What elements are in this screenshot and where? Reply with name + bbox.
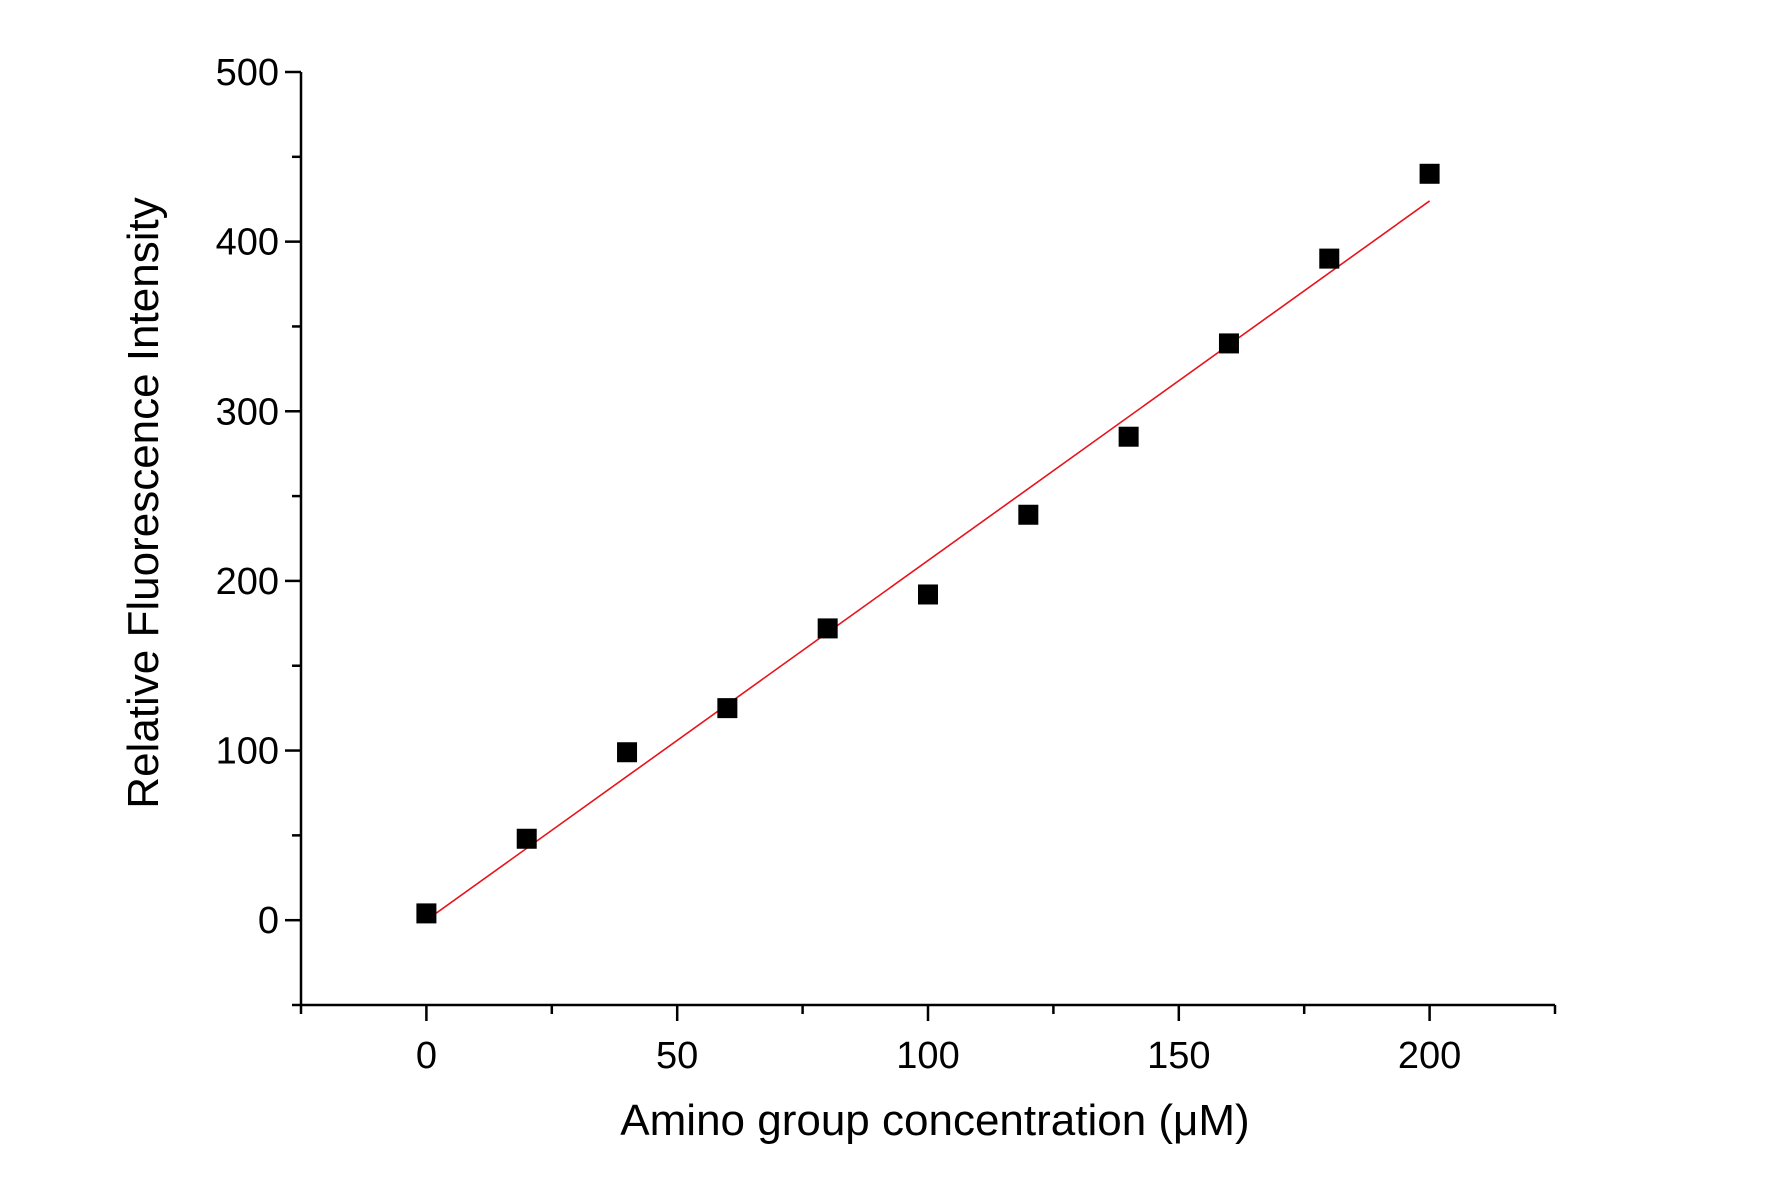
data-point	[516, 828, 537, 849]
x-tick-label: 200	[1398, 1035, 1461, 1077]
data-point	[1218, 333, 1239, 354]
data-point	[817, 618, 838, 639]
x-tick-label: 150	[1147, 1035, 1210, 1077]
y-tick-label: 200	[216, 561, 279, 603]
data-point	[1118, 426, 1139, 447]
y-tick-label: 500	[216, 52, 279, 94]
data-point	[918, 584, 938, 605]
ticks: 0 50 100 150 200 0 100 200 300 400 500	[216, 52, 1557, 1077]
data-point	[1319, 248, 1340, 269]
data-point	[416, 903, 437, 924]
y-axis-title: Relative Fluorescence Intensity	[119, 197, 168, 808]
data-point	[1419, 163, 1440, 184]
data-points	[416, 163, 1440, 924]
x-tick-label: 50	[656, 1035, 698, 1077]
y-tick-label: 0	[258, 900, 279, 942]
y-tick-label: 100	[216, 731, 279, 773]
x-tick-label: 0	[416, 1035, 437, 1077]
x-tick-label: 100	[896, 1035, 959, 1077]
axes	[299, 72, 1555, 1007]
y-tick-label: 400	[216, 222, 279, 264]
data-point	[1018, 504, 1039, 525]
data-point	[617, 742, 638, 763]
x-axis-title: Amino group concentration (μM)	[620, 1096, 1249, 1145]
y-tick-label: 300	[216, 391, 279, 433]
fit-line-layer	[425, 200, 1431, 921]
fit-line	[425, 200, 1431, 921]
data-point	[717, 698, 738, 719]
